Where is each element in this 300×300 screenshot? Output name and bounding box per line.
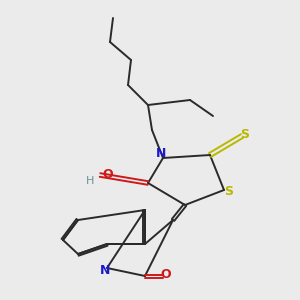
Text: N: N [156, 147, 167, 160]
Text: N: N [100, 265, 111, 278]
Text: O: O [103, 169, 113, 182]
Text: S: S [241, 128, 250, 141]
Text: H: H [86, 176, 94, 186]
Text: S: S [224, 185, 233, 198]
Text: O: O [161, 268, 171, 281]
